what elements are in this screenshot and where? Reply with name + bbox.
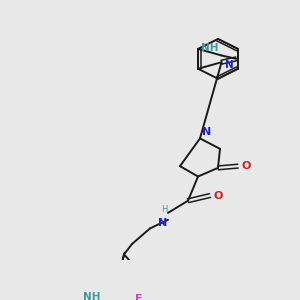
Text: F: F (134, 294, 142, 300)
Text: H: H (160, 205, 167, 214)
Text: N: N (158, 218, 167, 228)
Text: NH: NH (201, 43, 219, 53)
Text: O: O (213, 190, 222, 201)
Text: O: O (241, 161, 250, 171)
Text: NH: NH (82, 292, 100, 300)
Text: N: N (225, 60, 233, 70)
Text: N: N (202, 127, 211, 137)
